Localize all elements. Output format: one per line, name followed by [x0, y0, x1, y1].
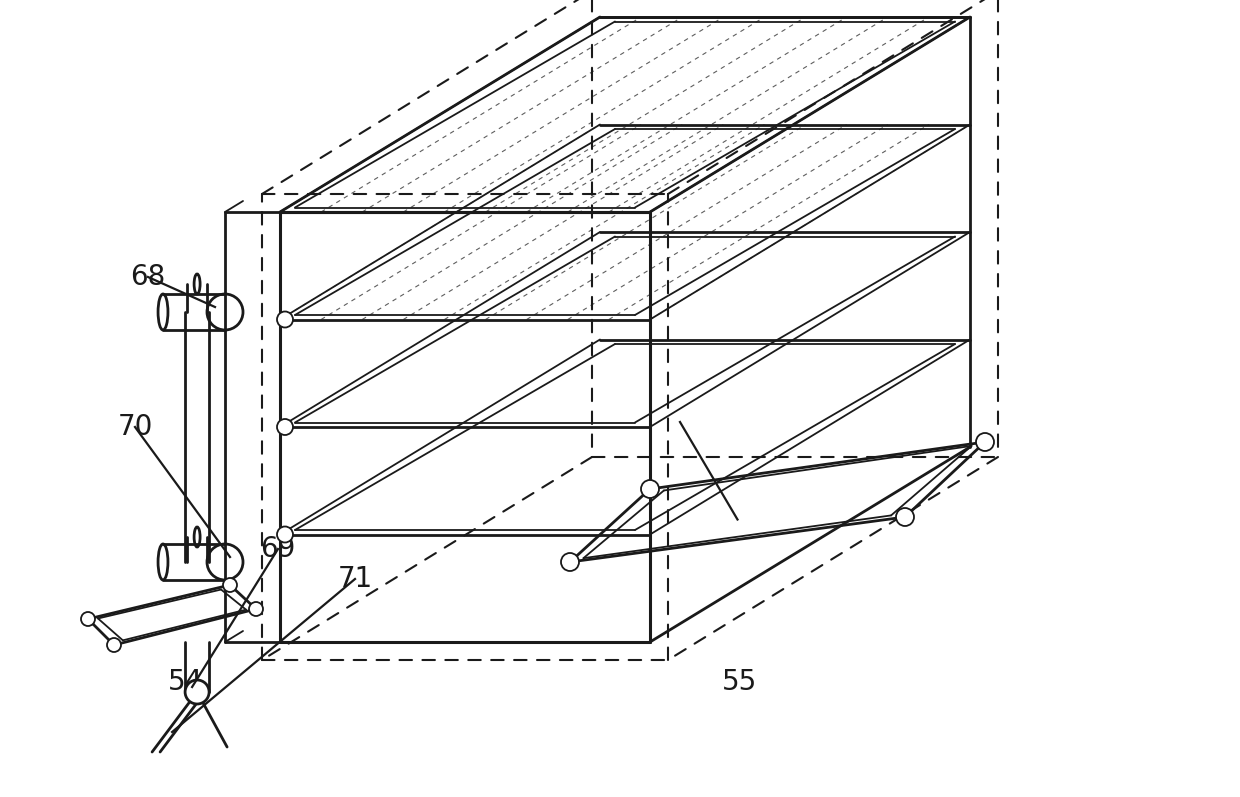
Text: 54: 54: [167, 668, 202, 696]
Text: 70: 70: [118, 413, 153, 441]
Circle shape: [976, 433, 994, 451]
Circle shape: [185, 680, 210, 704]
Circle shape: [277, 419, 293, 435]
Circle shape: [81, 612, 95, 626]
Circle shape: [107, 638, 122, 652]
Text: 69: 69: [260, 535, 295, 563]
Circle shape: [277, 312, 293, 328]
Circle shape: [897, 508, 914, 526]
Text: 71: 71: [337, 565, 373, 593]
Text: 55: 55: [723, 668, 758, 696]
Circle shape: [641, 480, 658, 498]
Circle shape: [277, 527, 293, 543]
Circle shape: [560, 553, 579, 571]
Text: 68: 68: [130, 263, 166, 291]
Circle shape: [249, 602, 263, 616]
Circle shape: [223, 578, 237, 592]
